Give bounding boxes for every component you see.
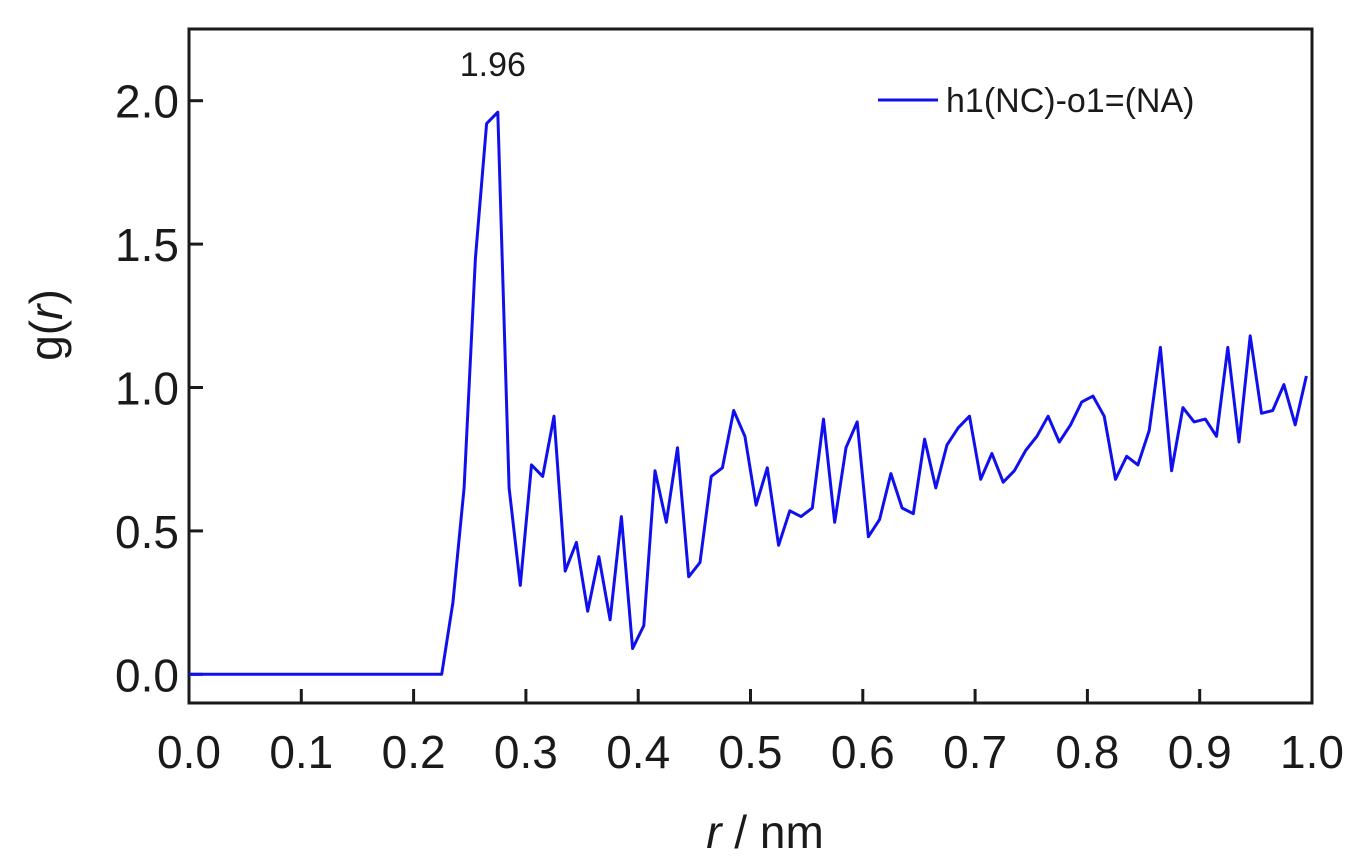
y-tick-label: 1.5 [115, 219, 179, 271]
x-tick-label: 1.0 [1280, 726, 1344, 778]
x-axis-ticks: 0.0 0.1 0.2 0.3 0.4 0.5 0.6 0.7 0.8 0.9 1.0 [157, 689, 1344, 778]
y-axis-var: r [20, 303, 72, 320]
x-axis-label: r / nm [706, 806, 824, 858]
y-tick-label: 0.0 [115, 649, 179, 701]
x-tick-label: 0.5 [719, 726, 783, 778]
x-axis-var: r [706, 806, 723, 858]
x-tick-label: 0.0 [157, 726, 221, 778]
legend: h1(NC)-o1=(NA) [878, 82, 1194, 120]
x-tick-label: 0.6 [831, 726, 895, 778]
x-tick-label: 0.7 [943, 726, 1007, 778]
y-axis-close: ) [20, 289, 72, 304]
peak-annotation: 1.96 [460, 46, 526, 84]
y-axis-func: g( [20, 319, 72, 361]
x-tick-label: 0.9 [1168, 726, 1232, 778]
x-tick-label: 0.1 [269, 726, 333, 778]
x-axis-unit: / nm [722, 806, 824, 858]
x-tick-label: 0.8 [1055, 726, 1119, 778]
x-tick-label: 0.3 [494, 726, 558, 778]
y-tick-label: 1.0 [115, 363, 179, 415]
series-line-h1-nc-o1-na [189, 110, 1308, 676]
y-axis-label: g(r) [20, 289, 72, 361]
y-tick-label: 0.5 [115, 506, 179, 558]
plot-frame [187, 27, 1314, 705]
y-axis-ticks: 0.0 0.5 1.0 1.5 2.0 [115, 76, 203, 701]
legend-label: h1(NC)-o1=(NA) [946, 82, 1194, 120]
x-tick-label: 0.2 [382, 726, 446, 778]
y-tick-label: 2.0 [115, 76, 179, 128]
x-tick-label: 0.4 [606, 726, 670, 778]
